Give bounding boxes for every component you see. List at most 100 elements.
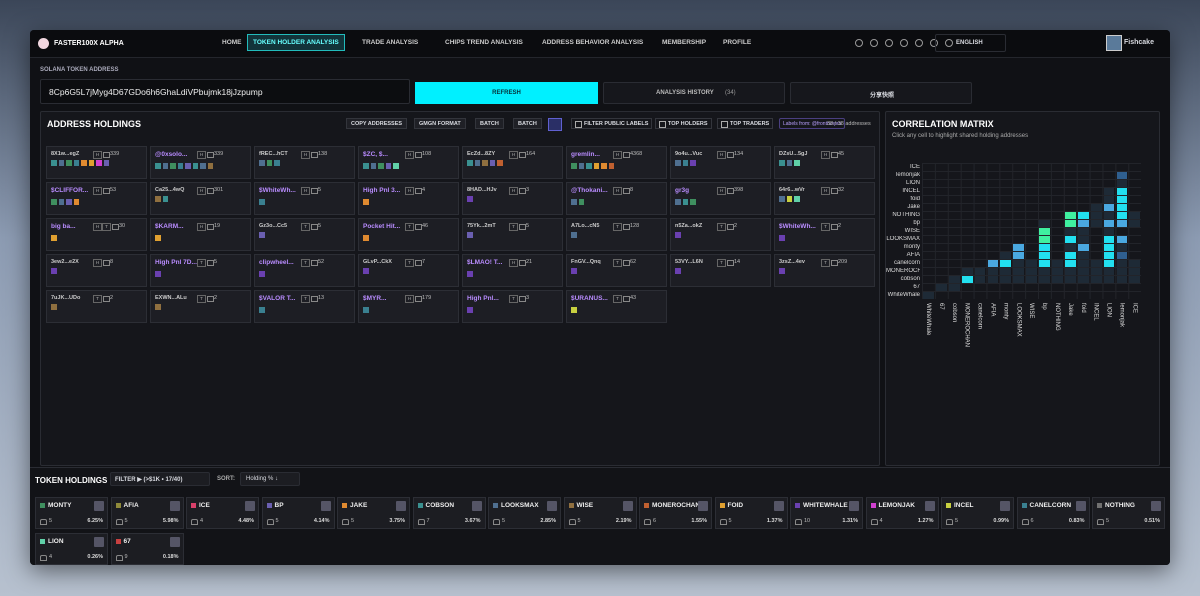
toolbar-button[interactable]: GMGN FORMAT [414,118,466,129]
address-card[interactable]: clipwheel... T 52 [254,254,355,287]
matrix-cell[interactable] [1116,244,1128,251]
share-button[interactable]: 分享快照 [790,82,972,104]
labels-source[interactable]: Labels from: @frontrunpro [779,118,846,129]
matrix-cell[interactable] [1103,244,1115,251]
matrix-cell[interactable] [1026,268,1038,275]
matrix-cell[interactable] [1039,244,1050,251]
matrix-cell[interactable] [1116,260,1128,267]
matrix-cell[interactable] [1077,244,1089,251]
matrix-cell[interactable] [1129,276,1141,283]
matrix-cell[interactable] [1026,276,1038,283]
matrix-cell[interactable] [1103,220,1115,227]
nav-item[interactable]: TRADE ANALYSIS [362,39,419,46]
matrix-cell[interactable] [1077,260,1089,267]
matrix-cell[interactable] [1077,276,1089,283]
user-name[interactable]: Fishcake [1124,39,1154,46]
address-card[interactable]: $WhiteWh... H 5 [254,182,355,215]
matrix-cell[interactable] [1129,220,1141,227]
language-select[interactable]: ENGLISH [935,34,1006,52]
matrix-cell[interactable] [1064,276,1076,283]
matrix-cell[interactable] [1129,212,1141,219]
token-card[interactable]: LEMONJAK 4 1.27% [865,497,939,529]
address-card[interactable]: big ba... H T 30 [46,218,147,251]
address-card[interactable]: 75Yk...2mT T 5 [462,218,563,251]
token-card[interactable]: COBSON 7 3.67% [412,497,486,529]
nav-item[interactable]: ADDRESS BEHAVIOR ANALYSIS [542,39,644,46]
address-card[interactable]: High Pnl... T 3 [462,290,563,323]
matrix-cell[interactable] [1039,228,1050,235]
token-card[interactable]: WISE 5 2.19% [563,497,637,529]
address-card[interactable]: n5Za...okZ T 2 [670,218,771,251]
address-card[interactable]: DZsU...5gJ H 45 [774,146,875,179]
filter-button[interactable]: FILTER ▶ (>$1K • 17/40) [110,472,210,486]
address-card[interactable]: $VALOR T... T 13 [254,290,355,323]
matrix-cell[interactable] [1064,220,1076,227]
filter-checkbox[interactable]: TOP HOLDERS [655,118,712,129]
matrix-cell[interactable] [1064,252,1076,259]
address-card[interactable]: fREC...hCT H 138 [254,146,355,179]
matrix-cell[interactable] [1090,220,1102,227]
matrix-cell[interactable] [1000,268,1012,275]
address-card[interactable]: EcZd...8ZY H 164 [462,146,563,179]
matrix-cell[interactable] [1116,236,1128,243]
matrix-cell[interactable] [1103,268,1115,275]
matrix-cell[interactable] [974,268,986,275]
matrix-cell[interactable] [1116,268,1128,275]
matrix-cell[interactable] [1039,220,1050,227]
address-card[interactable]: gr3g H 398 [670,182,771,215]
matrix-cell[interactable] [1103,252,1115,259]
matrix-cell[interactable] [1103,236,1115,243]
token-card[interactable]: AFIA 5 5.98% [110,497,184,529]
matrix-cell[interactable] [1077,220,1089,227]
nav-icon[interactable] [885,39,893,47]
matrix-cell[interactable] [1064,268,1076,275]
matrix-cell[interactable] [1103,228,1115,235]
matrix-cell[interactable] [1013,268,1025,275]
matrix-cell[interactable] [948,276,960,283]
matrix-cell[interactable] [1064,244,1076,251]
address-card[interactable]: $ZC, $... H 108 [358,146,459,179]
address-card[interactable]: 3ew2...e2X H 8 [46,254,147,287]
matrix-cell[interactable] [1039,236,1050,243]
address-card[interactable]: $KARM... H 19 [150,218,251,251]
matrix-cell[interactable] [935,284,947,291]
matrix-cell[interactable] [1103,260,1115,267]
token-card[interactable]: ICE 4 4.48% [186,497,259,529]
toolbar-button[interactable]: BATCH [475,118,504,129]
nav-item[interactable]: PROFILE [723,39,752,46]
matrix-cell[interactable] [1116,276,1128,283]
matrix-cell[interactable] [923,292,934,299]
address-card[interactable]: @0xsolo... H 339 [150,146,251,179]
address-card[interactable]: 64r6...wVr H 32 [774,182,875,215]
matrix-cell[interactable] [1077,212,1089,219]
matrix-cell[interactable] [974,276,986,283]
matrix-cell[interactable] [1026,260,1038,267]
matrix-cell[interactable] [1064,236,1076,243]
matrix-cell[interactable] [1039,260,1050,267]
address-card[interactable]: 3zsZ...4ev T 209 [774,254,875,287]
matrix-cell[interactable] [1064,260,1076,267]
token-card[interactable]: JAKE 5 3.75% [337,497,410,529]
address-card[interactable]: $WhiteWh... T 2 [774,218,875,251]
address-card[interactable]: High Pnl 7D... T 5 [150,254,251,287]
matrix-cell[interactable] [961,268,973,275]
toolbar-button[interactable]: BATCH [513,118,542,129]
token-card[interactable]: CANELCORN 6 0.83% [1016,497,1090,529]
matrix-cell[interactable] [1013,260,1025,267]
matrix-cell[interactable] [987,268,999,275]
matrix-cell[interactable] [1077,252,1089,259]
matrix-cell[interactable] [1103,204,1115,211]
address-card[interactable]: 53VY...L6N T 14 [670,254,771,287]
matrix-cell[interactable] [1103,212,1115,219]
address-input[interactable]: 8Cp6G5L7jMyg4D67GDo6h6GhaLdiVPbujmk18jJz… [40,79,410,104]
matrix-cell[interactable] [1103,276,1115,283]
matrix-cell[interactable] [1000,260,1012,267]
address-card[interactable]: 8HAD...HJv H 3 [462,182,563,215]
matrix-cell[interactable] [1039,252,1050,259]
address-card[interactable]: EXWN...ALu T 2 [150,290,251,323]
matrix-cell[interactable] [1116,220,1128,227]
token-card[interactable]: BP 5 4.14% [261,497,335,529]
toolbar-button[interactable]: COPY ADDRESSES [346,118,408,129]
address-card[interactable]: Pocket Hit... T 46 [358,218,459,251]
token-card[interactable]: INCEL 5 0.99% [941,497,1014,529]
